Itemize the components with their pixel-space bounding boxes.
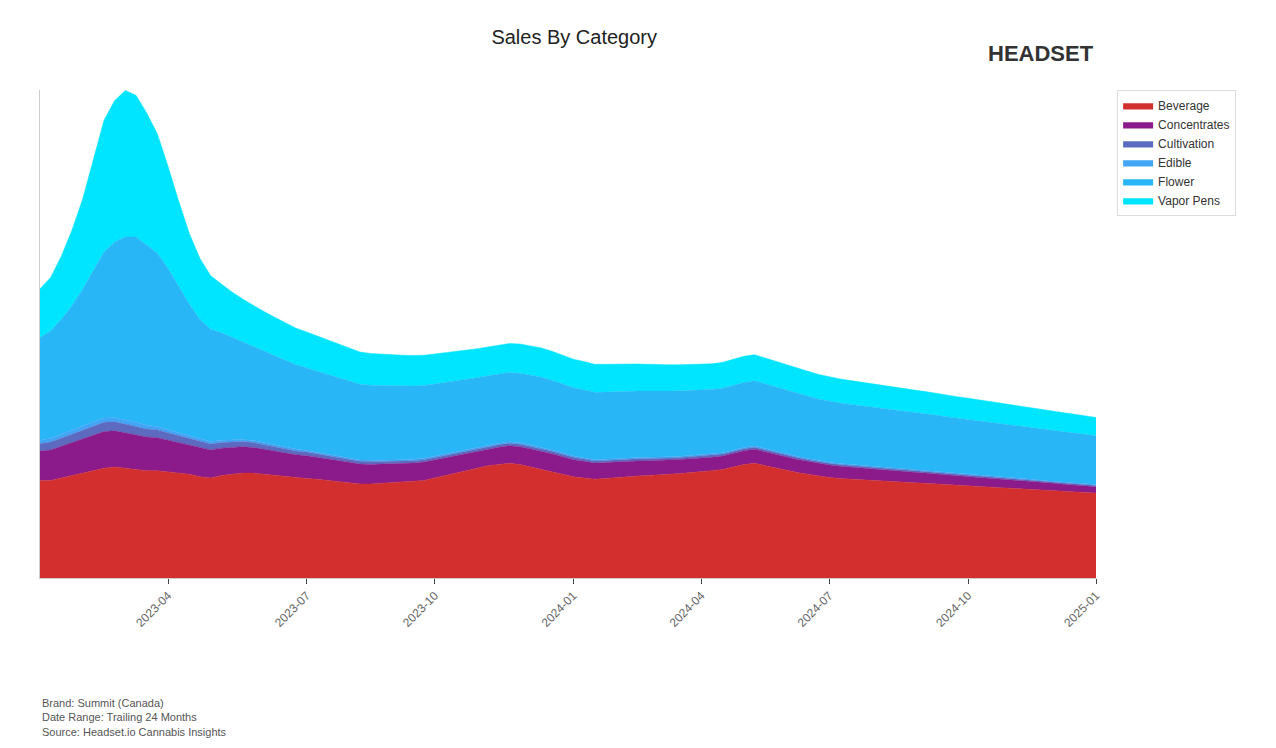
svg-text:Flower: Flower [1158,175,1194,189]
svg-text:HEADSET: HEADSET [988,41,1094,66]
svg-text:Sales By Category: Sales By Category [491,26,657,48]
svg-text:Vapor Pens: Vapor Pens [1158,194,1220,208]
svg-text:2025-01: 2025-01 [1061,589,1102,630]
svg-text:2024-04: 2024-04 [667,589,708,630]
svg-text:Concentrates: Concentrates [1158,118,1229,132]
svg-text:2024-01: 2024-01 [539,589,580,630]
svg-text:2023-04: 2023-04 [133,589,174,630]
svg-text:2023-07: 2023-07 [272,589,313,630]
svg-text:Beverage: Beverage [1158,99,1210,113]
svg-text:Brand: Summit (Canada)Date Ran: Brand: Summit (Canada)Date Range: Traili… [42,697,227,738]
svg-text:Cultivation: Cultivation [1158,137,1214,151]
svg-text:Edible: Edible [1158,156,1192,170]
svg-text:2024-07: 2024-07 [795,589,836,630]
svg-text:2023-10: 2023-10 [400,589,441,630]
svg-text:2024-10: 2024-10 [933,589,974,630]
